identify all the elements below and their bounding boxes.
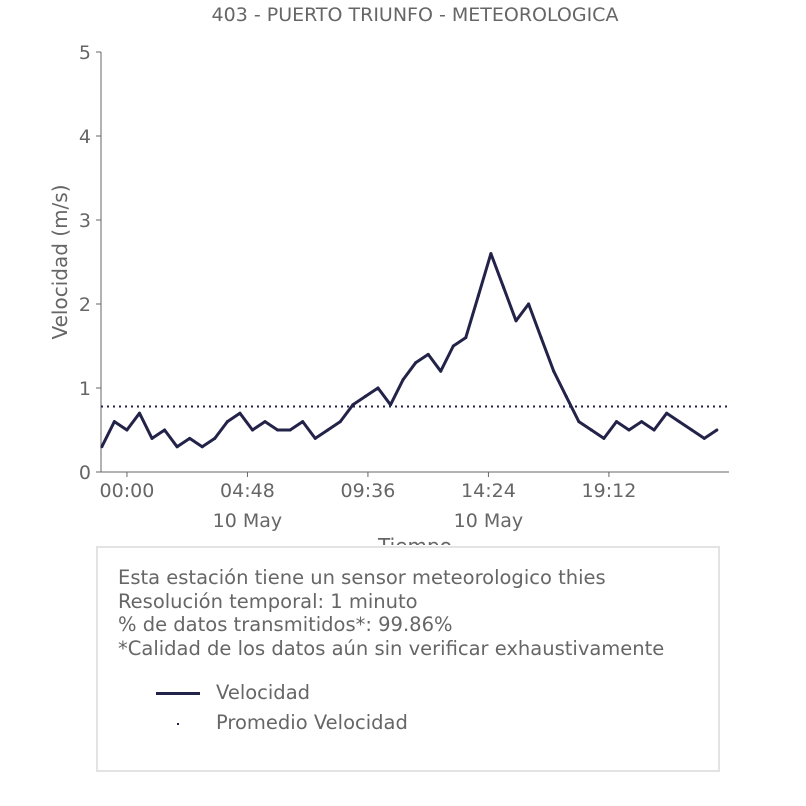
y-axis-title: Velocidad (m/s): [48, 184, 72, 339]
x-tick-label-1: 04:48: [220, 480, 275, 502]
y-tick-label-2: 2: [79, 294, 91, 316]
data-point-38: [577, 420, 581, 424]
data-point-26: [426, 352, 430, 356]
info-station: Esta estación tiene un sensor meteorolog…: [118, 566, 606, 589]
info-text: Esta estación tiene un sensor meteorolog…: [118, 566, 664, 660]
data-point-28: [451, 344, 455, 348]
chart-title: 403 - PUERTO TRIUNFO - METEOROLOGICA: [212, 4, 619, 26]
data-point-2: [125, 428, 129, 432]
x-tick-label-3: 14:24: [461, 480, 516, 502]
info-transmitted: % de datos transmitidos*: 99.86%: [118, 613, 453, 636]
data-point-45: [665, 411, 669, 415]
data-point-15: [288, 428, 292, 432]
data-point-4: [150, 436, 154, 440]
series-line-velocidad: [100, 252, 718, 449]
data-point-22: [376, 386, 380, 390]
data-point-36: [552, 369, 556, 373]
plot-area: 0 1 2 3 4 5 00:00 04:48 10 May 09:36 14:24 10 May 19…: [79, 42, 729, 532]
x-tick-date-1: 10 May: [213, 510, 283, 532]
data-point-47: [690, 428, 694, 432]
y-tick-label-0: 0: [79, 462, 91, 484]
data-point-48: [702, 436, 706, 440]
data-point-43: [640, 420, 644, 424]
info-quality-note: *Calidad de los datos aún sin verificar …: [118, 636, 665, 660]
y-tick-label-1: 1: [79, 378, 91, 400]
data-point-19: [338, 420, 342, 424]
data-point-8: [200, 445, 204, 449]
data-point-11: [238, 411, 242, 415]
data-point-14: [276, 428, 280, 432]
data-point-9: [213, 436, 217, 440]
x-tick-label-2: 09:36: [341, 480, 396, 502]
x-axis-title: Tiempo: [377, 534, 452, 545]
data-point-6: [175, 445, 179, 449]
data-point-27: [439, 369, 443, 373]
data-point-49: [715, 428, 719, 432]
x-tick-label-0: 00:00: [100, 480, 155, 502]
data-point-25: [414, 361, 418, 365]
data-point-12: [250, 428, 254, 432]
data-point-0: [100, 445, 104, 449]
data-point-13: [263, 420, 267, 424]
data-point-1: [112, 420, 116, 424]
data-point-46: [677, 420, 681, 424]
info-resolution: Resolución temporal: 1 minuto: [118, 589, 418, 613]
data-point-30: [476, 294, 480, 298]
data-point-34: [527, 302, 531, 306]
legend-label-velocidad: Velocidad: [216, 681, 311, 704]
data-point-37: [564, 394, 568, 398]
data-point-44: [652, 428, 656, 432]
data-point-29: [464, 336, 468, 340]
data-point-17: [313, 436, 317, 440]
data-point-18: [326, 428, 330, 432]
data-point-10: [225, 420, 229, 424]
data-point-32: [501, 285, 505, 289]
x-tick-label-4: 19:12: [582, 480, 637, 502]
y-tick-label-3: 3: [79, 210, 91, 232]
data-point-3: [137, 411, 141, 415]
info-box: Esta estación tiene un sensor meteorolog…: [96, 546, 720, 772]
x-tick-date-3: 10 May: [454, 510, 524, 532]
data-point-40: [602, 436, 606, 440]
y-tick-label-5: 5: [79, 42, 91, 64]
data-point-42: [627, 428, 631, 432]
data-point-33: [514, 319, 518, 323]
data-point-39: [589, 428, 593, 432]
y-tick-label-4: 4: [79, 126, 91, 148]
data-point-21: [363, 394, 367, 398]
legend-line-swatch: [156, 692, 200, 695]
data-point-7: [188, 436, 192, 440]
data-point-31: [489, 252, 493, 256]
data-point-24: [401, 378, 405, 382]
legend-label-promedio: Promedio Velocidad: [216, 711, 408, 734]
wind-speed-chart: 403 - PUERTO TRIUNFO - METEOROLOGICA 0 1 2…: [48, 4, 729, 545]
data-point-5: [163, 428, 167, 432]
legend-dot-swatch: [177, 723, 179, 725]
data-point-16: [301, 420, 305, 424]
data-point-35: [539, 336, 543, 340]
data-point-41: [614, 420, 618, 424]
